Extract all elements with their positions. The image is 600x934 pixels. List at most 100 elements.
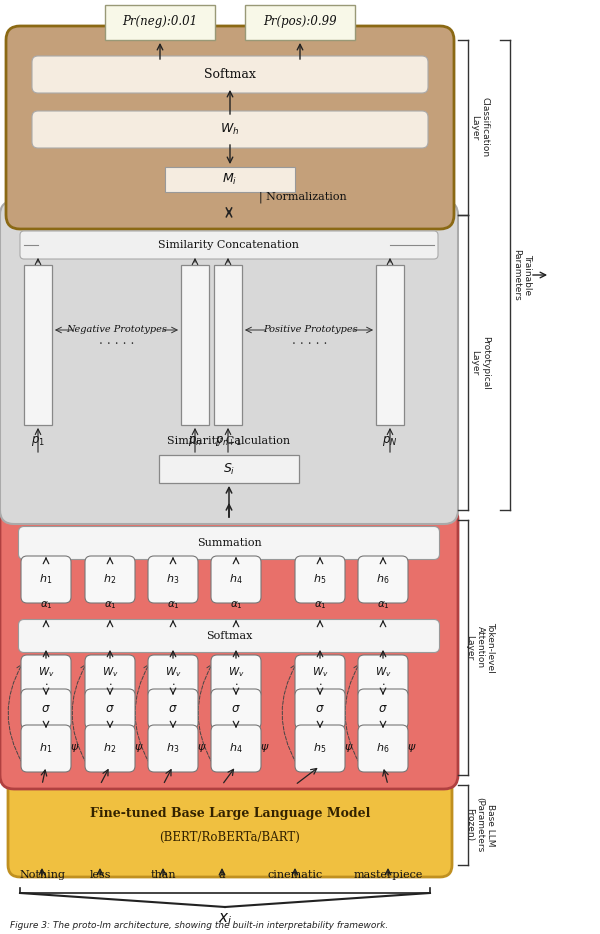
FancyBboxPatch shape	[85, 689, 135, 729]
FancyBboxPatch shape	[211, 655, 261, 699]
Text: Softmax: Softmax	[204, 67, 256, 80]
FancyBboxPatch shape	[19, 619, 439, 653]
FancyBboxPatch shape	[358, 725, 408, 772]
Text: $h_2$: $h_2$	[103, 573, 116, 586]
Text: $h_6$: $h_6$	[376, 741, 390, 755]
Text: $h_5$: $h_5$	[313, 573, 326, 586]
Text: Pr(pos):0.99: Pr(pos):0.99	[263, 16, 337, 29]
FancyBboxPatch shape	[8, 773, 452, 877]
Text: $W_v$: $W_v$	[227, 665, 244, 679]
Text: than: than	[150, 870, 176, 880]
Text: $W_v$: $W_v$	[374, 665, 391, 679]
Text: $x_i$: $x_i$	[218, 912, 232, 927]
Text: $h_2$: $h_2$	[103, 741, 116, 755]
Text: $h_3$: $h_3$	[166, 741, 179, 755]
FancyBboxPatch shape	[148, 556, 198, 603]
Text: $\psi$: $\psi$	[197, 742, 207, 754]
FancyBboxPatch shape	[21, 689, 71, 729]
FancyBboxPatch shape	[32, 56, 428, 93]
Text: $\sigma$: $\sigma$	[105, 702, 115, 715]
Text: $h_1$: $h_1$	[40, 741, 53, 755]
FancyBboxPatch shape	[295, 655, 345, 699]
FancyBboxPatch shape	[358, 556, 408, 603]
Text: $\alpha_1$: $\alpha_1$	[377, 599, 389, 611]
Text: $\sigma$: $\sigma$	[315, 702, 325, 715]
Text: Classification
Layer: Classification Layer	[470, 97, 490, 158]
FancyBboxPatch shape	[211, 725, 261, 772]
Bar	[376, 265, 404, 425]
Text: $\sigma$: $\sigma$	[378, 702, 388, 715]
Text: $h_1$: $h_1$	[40, 573, 53, 586]
Bar	[181, 265, 209, 425]
FancyBboxPatch shape	[85, 556, 135, 603]
Text: $\psi$: $\psi$	[134, 742, 144, 754]
FancyBboxPatch shape	[20, 231, 438, 259]
Text: · · · · ·: · · · · ·	[292, 338, 328, 351]
Text: Negative Prototypes: Negative Prototypes	[67, 326, 167, 334]
Text: $\cdot$: $\cdot$	[171, 678, 175, 688]
Text: $\cdot$: $\cdot$	[234, 678, 238, 688]
Text: $\cdot$: $\cdot$	[381, 678, 385, 688]
Text: less: less	[89, 870, 111, 880]
Text: $\psi$: $\psi$	[70, 742, 80, 754]
Text: $\cdot$: $\cdot$	[108, 678, 112, 688]
Text: $S_i$: $S_i$	[223, 461, 235, 476]
FancyBboxPatch shape	[21, 655, 71, 699]
Text: $W_v$: $W_v$	[164, 665, 181, 679]
Text: Similarity Calculation: Similarity Calculation	[167, 436, 290, 446]
Text: $\sigma$: $\sigma$	[168, 702, 178, 715]
Text: $p_1$: $p_1$	[31, 434, 45, 448]
Text: Nothing: Nothing	[19, 870, 65, 880]
Text: $M_i$: $M_i$	[223, 172, 238, 187]
Text: $\cdot$: $\cdot$	[44, 678, 48, 688]
FancyBboxPatch shape	[295, 689, 345, 729]
Bar	[245, 5, 355, 40]
FancyBboxPatch shape	[21, 725, 71, 772]
Text: $\alpha_1$: $\alpha_1$	[167, 599, 179, 611]
Text: $W_v$: $W_v$	[38, 665, 55, 679]
FancyBboxPatch shape	[148, 725, 198, 772]
Text: (BERT/RoBERTa/BART): (BERT/RoBERTa/BART)	[160, 830, 301, 843]
Text: $W_h$: $W_h$	[220, 121, 239, 136]
FancyBboxPatch shape	[85, 725, 135, 772]
Text: Similarity Concatenation: Similarity Concatenation	[158, 240, 299, 250]
Text: $h_4$: $h_4$	[229, 573, 243, 586]
Text: $h_4$: $h_4$	[229, 741, 243, 755]
Text: Base LLM
(Parameters
Frozen): Base LLM (Parameters Frozen)	[465, 798, 495, 853]
Text: $\sigma$: $\sigma$	[231, 702, 241, 715]
FancyBboxPatch shape	[295, 556, 345, 603]
Text: Figure 3: The proto-lm architecture, showing the built-in interpretability frame: Figure 3: The proto-lm architecture, sho…	[10, 921, 388, 930]
Text: $h_3$: $h_3$	[166, 573, 179, 586]
Text: $W_v$: $W_v$	[311, 665, 328, 679]
Text: $h_5$: $h_5$	[313, 741, 326, 755]
Text: | Normalization: | Normalization	[259, 191, 347, 203]
FancyBboxPatch shape	[211, 689, 261, 729]
FancyBboxPatch shape	[211, 556, 261, 603]
FancyBboxPatch shape	[358, 655, 408, 699]
FancyBboxPatch shape	[148, 689, 198, 729]
Text: $\alpha_1$: $\alpha_1$	[230, 599, 242, 611]
Text: $\cdot$: $\cdot$	[318, 678, 322, 688]
Bar	[214, 265, 242, 425]
FancyBboxPatch shape	[32, 111, 428, 148]
Bar	[24, 265, 52, 425]
Bar	[159, 455, 299, 483]
Text: $\alpha_1$: $\alpha_1$	[104, 599, 116, 611]
Text: $p_n$: $p_n$	[188, 434, 202, 448]
Text: Token-level
Attention
Layer: Token-level Attention Layer	[465, 622, 495, 672]
Text: Prototypical
Layer: Prototypical Layer	[470, 335, 490, 389]
FancyBboxPatch shape	[0, 201, 458, 524]
Text: $h_6$: $h_6$	[376, 573, 390, 586]
Text: · · · · ·: · · · · ·	[100, 338, 134, 351]
Text: $\psi$: $\psi$	[260, 742, 270, 754]
FancyBboxPatch shape	[19, 527, 439, 559]
Text: $\alpha_1$: $\alpha_1$	[314, 599, 326, 611]
FancyBboxPatch shape	[148, 655, 198, 699]
Text: a: a	[218, 870, 226, 880]
Text: $p_{n\!+\!1}$: $p_{n\!+\!1}$	[215, 434, 241, 448]
FancyBboxPatch shape	[358, 689, 408, 729]
Text: $\alpha_1$: $\alpha_1$	[40, 599, 52, 611]
Text: Positive Prototypes: Positive Prototypes	[263, 326, 358, 334]
Text: Summation: Summation	[197, 538, 262, 548]
Text: Softmax: Softmax	[206, 631, 252, 641]
